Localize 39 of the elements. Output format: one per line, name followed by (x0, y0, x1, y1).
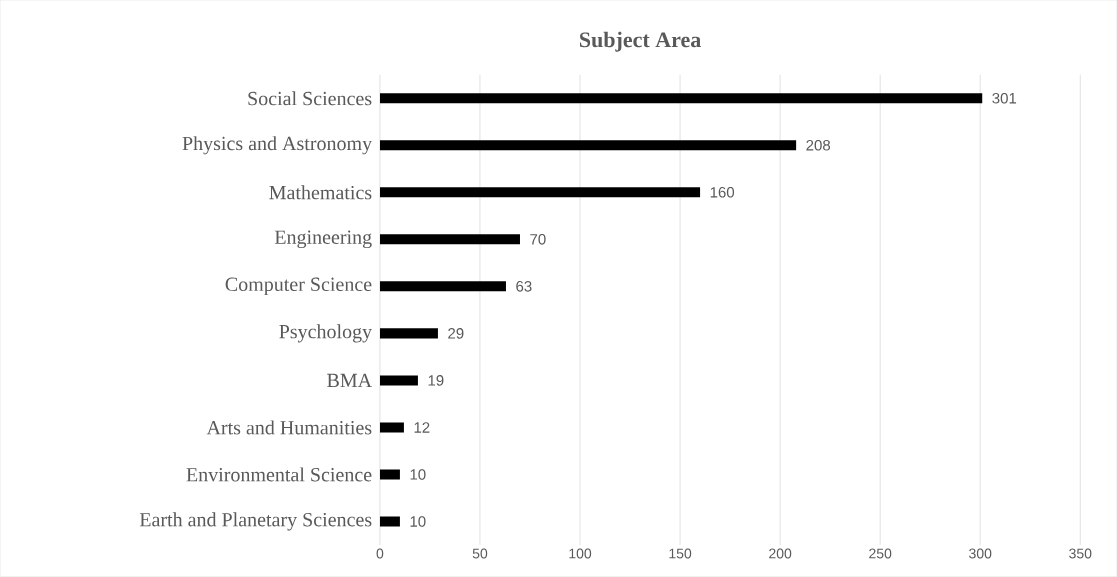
x-tick-label: 0 (376, 548, 384, 559)
y-tick-label: Computer Science (225, 277, 372, 296)
y-tick-label: Social Sciences (248, 91, 372, 106)
bar (379, 93, 983, 104)
y-tick-label: Psychology (279, 324, 373, 343)
bar (379, 140, 797, 151)
x-tick-label: 300 (969, 548, 992, 559)
data-label: 160 (710, 187, 735, 198)
data-label: 29 (448, 328, 464, 339)
bar (379, 234, 520, 245)
bar (379, 328, 438, 339)
chart-title: Subject Area (579, 31, 701, 52)
x-tick-label: 150 (669, 548, 692, 559)
y-tick-label: Arts and Humanities (206, 420, 372, 435)
y-tick-label: Engineering (274, 230, 372, 249)
bar (379, 469, 400, 480)
x-tick-label: 350 (1069, 548, 1092, 559)
data-label: 301 (992, 93, 1017, 104)
x-tick-label: 200 (769, 548, 792, 559)
data-label: 19 (428, 375, 444, 386)
bar (379, 375, 418, 386)
y-tick-label: Physics and Astronomy (182, 136, 373, 155)
x-tick-label: 50 (472, 548, 488, 559)
bar (379, 422, 404, 433)
x-tick-label: 250 (869, 548, 892, 559)
y-tick-label: Environmental Science (186, 467, 372, 482)
data-label: 70 (530, 234, 546, 245)
y-tick-label: Earth and Planetary Sciences (139, 512, 372, 531)
bar (379, 281, 506, 292)
bar (379, 187, 701, 198)
bar (379, 516, 400, 527)
data-label: 208 (806, 140, 831, 151)
y-tick-label: Mathematics (269, 185, 372, 200)
data-label: 10 (410, 469, 426, 480)
x-tick-label: 100 (569, 548, 592, 559)
data-label: 63 (516, 281, 532, 292)
data-label: 10 (410, 516, 426, 527)
y-tick-label: BMA (327, 373, 372, 388)
data-label: 12 (414, 422, 430, 433)
